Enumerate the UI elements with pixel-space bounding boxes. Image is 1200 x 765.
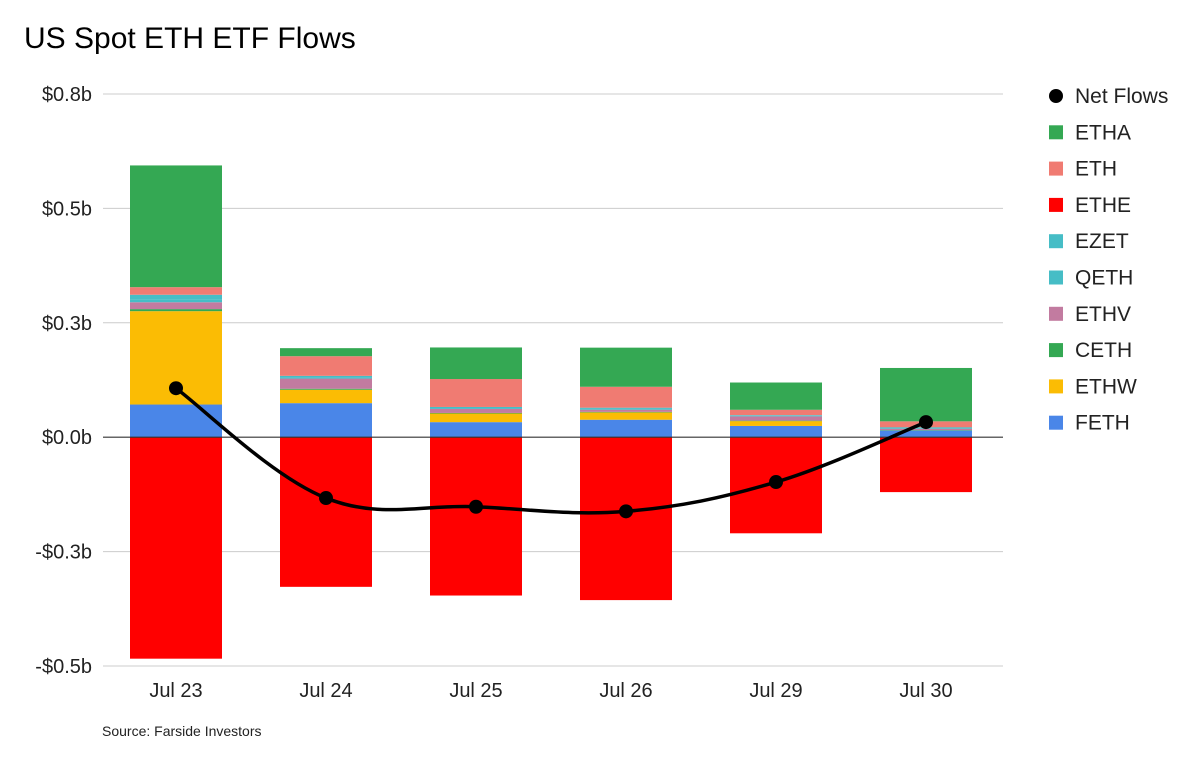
bar-segment-qeth [430, 407, 522, 409]
legend: Net Flows ETHA ETH ETHE EZET QETH ETHV CETH ETHW… [1049, 85, 1168, 435]
x-tick-label: Jul 24 [299, 680, 352, 702]
y-tick-label: $0.0b [42, 427, 92, 449]
net-flows-point [769, 475, 783, 490]
legend-marker [1049, 89, 1063, 103]
legend-label: ETHA [1075, 121, 1131, 144]
bar-segment-eth [730, 409, 822, 416]
net-flows-point [619, 504, 633, 519]
bar-segment-ezet [580, 407, 672, 409]
net-flows-point [919, 415, 933, 430]
bar-segment-qeth [130, 299, 222, 303]
y-tick-label: -$0.3b [35, 542, 92, 564]
bar-segment-feth [730, 425, 822, 438]
bar-segment-ceth [430, 412, 522, 414]
legend-marker [1049, 379, 1063, 394]
bar-segment-etha [580, 347, 672, 387]
net-flows-point [319, 491, 333, 506]
bar-segment-etha [130, 165, 222, 288]
bar-segment-eth [430, 379, 522, 407]
x-tick-label: Jul 26 [599, 680, 652, 702]
bar-segment-eth [580, 386, 672, 408]
bar-segment-feth [580, 419, 672, 438]
legend-label: ETH [1075, 158, 1117, 181]
y-axis-tick-labels: $0.8b $0.5b $0.3b $0.0b -$0.3b -$0.5b [35, 84, 92, 678]
legend-label: ETHW [1075, 375, 1137, 398]
x-tick-label: Jul 25 [449, 680, 502, 702]
bar-segment-ezet [130, 294, 222, 300]
bar-segment-ethw [730, 421, 822, 426]
legend-marker [1049, 270, 1063, 285]
bar-segment-ceth [280, 388, 372, 390]
x-axis-tick-labels: Jul 23 Jul 24 Jul 25 Jul 26 Jul 29 Jul 30 [149, 680, 952, 702]
chart-title: US Spot ETH ETF Flows [24, 22, 356, 55]
legend-marker [1049, 161, 1063, 176]
legend-marker [1049, 234, 1063, 249]
x-tick-label: Jul 23 [149, 680, 202, 702]
bar-segment-ethe [430, 437, 522, 596]
bar-segment-qeth [730, 415, 822, 417]
bar-segment-feth [130, 404, 222, 438]
bar-segment-ethv [130, 302, 222, 310]
grid-lines [103, 93, 1003, 667]
legend-label: CETH [1075, 339, 1132, 362]
bar-segment-ceth [130, 309, 222, 312]
stacked-bars [130, 165, 972, 659]
legend-label: Net Flows [1075, 85, 1168, 108]
bar-segment-ethe [130, 437, 222, 659]
bar-segment-etha [730, 382, 822, 410]
bar-segment-ethw [430, 413, 522, 423]
bar-segment-eth [280, 356, 372, 376]
y-tick-label: $0.3b [42, 313, 92, 335]
bar-segment-etha [430, 347, 522, 380]
bar-segment-etha [880, 367, 972, 422]
net-flows-point [169, 381, 183, 396]
legend-label: ETHE [1075, 194, 1131, 217]
bar-segment-ethv [580, 409, 672, 412]
bar-segment-ceth [730, 420, 822, 422]
bar-segment-feth [430, 422, 522, 438]
legend-label: ETHV [1075, 303, 1131, 326]
bar-segment-ethw [580, 412, 672, 420]
bar-segment-ethw [280, 389, 372, 404]
bar-segment-ceth [580, 411, 672, 413]
bar-segment-ethv [880, 428, 972, 431]
bar-segment-ethe [580, 437, 672, 601]
bar-segment-ethv [280, 378, 372, 389]
legend-label: QETH [1075, 267, 1133, 290]
bar-segment-eth [130, 287, 222, 295]
y-tick-label: -$0.5b [35, 656, 92, 678]
bar-segment-ezet [730, 415, 822, 416]
bar-segment-feth [280, 403, 372, 438]
legend-label: EZET [1075, 230, 1129, 253]
bar-segment-ethe [880, 437, 972, 493]
legend-marker [1049, 415, 1063, 430]
bar-segment-qeth [280, 377, 372, 379]
source-note: Source: Farside Investors [102, 723, 262, 739]
legend-marker [1049, 343, 1063, 358]
y-tick-label: $0.8b [42, 84, 92, 106]
bar-segment-ezet [430, 406, 522, 408]
net-flows-point [469, 499, 483, 514]
x-tick-label: Jul 29 [749, 680, 802, 702]
bar-segment-ezet [280, 375, 372, 378]
legend-label: FETH [1075, 412, 1130, 435]
net-flows-path [174, 386, 927, 515]
net-flows-line [169, 381, 933, 519]
bar-segment-etha [280, 348, 372, 357]
x-tick-label: Jul 30 [899, 680, 952, 702]
bar-segment-ceth [880, 430, 972, 431]
bar-segment-ethv [730, 416, 822, 421]
y-tick-label: $0.5b [42, 198, 92, 220]
bar-segment-feth [880, 430, 972, 438]
bar-segment-ethe [280, 437, 372, 587]
bar-segment-qeth [580, 408, 672, 410]
legend-marker [1049, 197, 1063, 212]
bar-segment-ethv [430, 408, 522, 413]
legend-marker [1049, 125, 1063, 140]
legend-marker [1049, 306, 1063, 321]
